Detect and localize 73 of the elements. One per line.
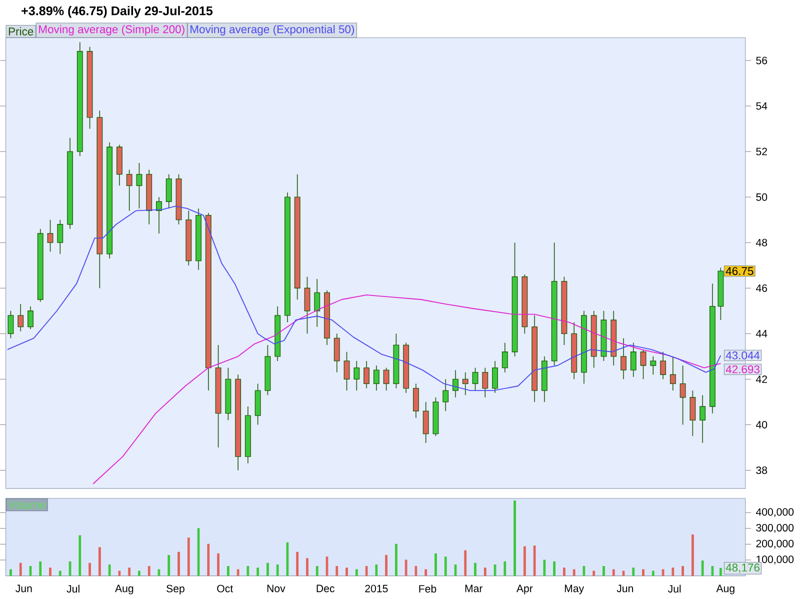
y-tick-label: 300,000 (756, 524, 794, 533)
text: Moving average (Exponential 50) (190, 25, 354, 36)
candlestick (492, 360, 498, 394)
y-tick-label: 44 (756, 330, 768, 338)
y-tick-label: 48 (756, 238, 768, 246)
chart-title: +3.89% (46.75) Daily 29-Jul-2015 (22, 6, 213, 18)
candlestick (640, 349, 646, 380)
x-tick-label: Dec (316, 584, 334, 592)
x-tick-label: Jun (16, 584, 32, 592)
x-tick-label: Apr (516, 584, 533, 594)
candlestick (8, 310, 14, 339)
y-tick-label: 54 (756, 102, 768, 110)
x-tick-label: Sep (166, 584, 184, 594)
candlestick (422, 402, 429, 444)
y-tick-label: 400,000 (756, 508, 794, 518)
candlestick (344, 352, 350, 392)
chart-title: Volume (8, 500, 46, 509)
x-tick-label: Jul (668, 584, 681, 593)
y-tick-label: 200,000 (756, 540, 794, 549)
candlestick (700, 394, 706, 444)
candlestick (47, 220, 54, 252)
candlestick (680, 365, 686, 426)
x-tick-label: Jun (616, 584, 634, 592)
x-tick-label: Feb (419, 584, 436, 593)
candlestick (650, 356, 656, 376)
candlestick (126, 169, 132, 212)
candlestick (373, 365, 380, 392)
x-tick-label: Jul (66, 584, 80, 593)
candlestick (383, 367, 390, 392)
y-tick-label: 52 (756, 148, 767, 156)
y-tick-label: 38 (756, 466, 768, 474)
y-tick-label: 56 (756, 56, 768, 64)
x-tick-label: May (564, 584, 584, 594)
y-tick-label: 100,000 (756, 556, 794, 564)
candlestick (28, 306, 34, 330)
candlestick (156, 196, 162, 234)
y-tick-label: 46 (756, 284, 768, 292)
candlestick (502, 342, 508, 373)
candlestick (442, 378, 449, 412)
candlestick (364, 360, 370, 389)
x-tick-label: Mar (465, 584, 483, 592)
candlestick (412, 383, 419, 418)
data-label: 42.693 (726, 365, 760, 374)
candlestick (620, 338, 626, 380)
candlestick (314, 278, 320, 328)
candlestick (166, 174, 172, 209)
text: Moving average (Simple 200) (39, 25, 184, 36)
y-tick-label: 40 (756, 421, 768, 429)
candlestick (630, 342, 636, 378)
candlestick (18, 304, 24, 332)
x-tick-label: 2015 (365, 584, 388, 592)
candlestick (354, 360, 360, 392)
candlestick (452, 370, 458, 398)
x-tick-label: Nov (267, 584, 286, 592)
candlestick (136, 162, 142, 209)
x-tick-label: Aug (716, 584, 734, 594)
candlestick (334, 333, 340, 373)
annotation: 46.75 (726, 267, 754, 276)
x-tick-label: Aug (114, 584, 134, 594)
candlestick (304, 276, 310, 334)
annotation: 48,176 (726, 564, 760, 573)
candlestick (670, 356, 676, 392)
x-tick-label: Oct (217, 584, 234, 592)
candlestick (660, 352, 666, 380)
candlestick (482, 367, 488, 398)
y-tick-label: 42 (756, 376, 767, 383)
candlestick (57, 220, 64, 254)
candlestick (472, 367, 478, 392)
candlestick (462, 372, 468, 396)
data-label: 43.044 (726, 352, 760, 360)
y-tick-label: 50 (756, 193, 768, 201)
candlestick (690, 390, 696, 437)
text: Price (8, 27, 34, 36)
